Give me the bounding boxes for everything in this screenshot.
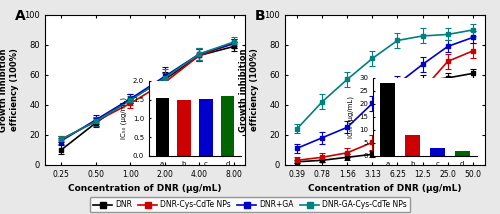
Y-axis label: Growth inhibition
efficiency (100%): Growth inhibition efficiency (100%) <box>0 48 19 132</box>
Legend: DNR, DNR-Cys-CdTe NPs, DNR+GA, DNR-GA-Cys-CdTe NPs: DNR, DNR-Cys-CdTe NPs, DNR+GA, DNR-GA-Cy… <box>90 197 410 212</box>
Text: A: A <box>15 9 26 23</box>
Text: B: B <box>255 9 266 23</box>
X-axis label: Concentration of DNR (μg/mL): Concentration of DNR (μg/mL) <box>308 184 462 193</box>
Y-axis label: Growth inhibition
efficiency (100%): Growth inhibition efficiency (100%) <box>240 48 259 132</box>
X-axis label: Concentration of DNR (μg/mL): Concentration of DNR (μg/mL) <box>68 184 222 193</box>
